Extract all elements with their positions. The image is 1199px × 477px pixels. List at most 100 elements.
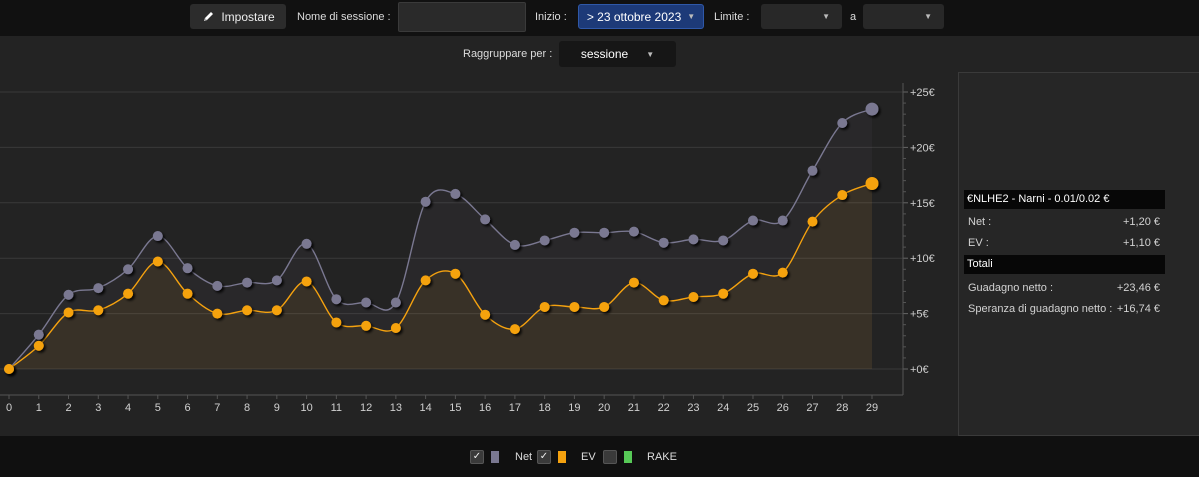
data-point-ev[interactable] — [777, 267, 788, 278]
data-point-net[interactable] — [212, 280, 223, 291]
data-point-net[interactable] — [123, 264, 134, 275]
data-point-net[interactable] — [301, 238, 312, 249]
x-tick-label: 23 — [687, 402, 699, 414]
data-point-net[interactable] — [33, 329, 44, 340]
series-area-net — [9, 109, 872, 369]
net-row: Net : +1,20 € — [968, 216, 1160, 228]
x-tick-label: 29 — [866, 402, 878, 414]
data-point-net[interactable] — [539, 235, 550, 246]
data-point-net[interactable] — [837, 118, 848, 129]
ev-row: EV : +1,10 € — [968, 237, 1160, 249]
x-tick-label: 5 — [155, 402, 161, 414]
data-point-net[interactable] — [865, 102, 879, 116]
limit-select[interactable]: ▼ — [761, 4, 842, 29]
data-point-ev[interactable] — [569, 301, 580, 312]
net-swatch — [491, 451, 499, 463]
start-date-button[interactable]: > 23 ottobre 2023 ▼ — [578, 4, 704, 29]
data-point-net[interactable] — [390, 297, 401, 308]
data-point-ev[interactable] — [63, 307, 74, 318]
data-point-ev[interactable] — [865, 177, 879, 191]
data-point-net[interactable] — [420, 196, 431, 207]
data-point-net[interactable] — [242, 277, 253, 288]
net-total-label: Guadagno netto : — [968, 282, 1054, 294]
x-tick-label: 7 — [214, 402, 220, 414]
data-point-ev[interactable] — [182, 288, 193, 299]
data-point-ev[interactable] — [420, 275, 431, 286]
data-point-ev[interactable] — [747, 268, 758, 279]
grouping-select[interactable]: sessione ▼ — [559, 41, 676, 67]
legend-label-net: Net — [515, 451, 533, 463]
data-point-net[interactable] — [450, 188, 461, 199]
ev-checkbox[interactable]: ✓ — [537, 450, 551, 464]
x-tick-label: 10 — [300, 402, 312, 414]
y-tick-label: +15€ — [910, 198, 935, 210]
ev-total-row: Speranza di guadagno netto : +16,74 € — [968, 303, 1160, 315]
totals-header: Totali — [964, 255, 1165, 274]
to-select[interactable]: ▼ — [863, 4, 944, 29]
data-point-ev[interactable] — [93, 305, 104, 316]
data-point-ev[interactable] — [509, 324, 520, 335]
data-point-net[interactable] — [63, 289, 74, 300]
data-point-net[interactable] — [569, 227, 580, 238]
data-point-ev[interactable] — [301, 276, 312, 287]
data-point-ev[interactable] — [718, 288, 729, 299]
data-point-net[interactable] — [271, 275, 282, 286]
data-point-net[interactable] — [628, 226, 639, 237]
session-name-input[interactable] — [398, 2, 526, 32]
data-point-ev[interactable] — [539, 301, 550, 312]
data-point-ev[interactable] — [361, 320, 372, 331]
x-tick-label: 12 — [360, 402, 372, 414]
data-point-ev[interactable] — [390, 323, 401, 334]
data-point-ev[interactable] — [331, 317, 342, 328]
net-checkbox[interactable]: ✓ — [470, 450, 484, 464]
data-point-net[interactable] — [658, 237, 669, 248]
data-point-net[interactable] — [480, 214, 491, 225]
data-point-net[interactable] — [599, 227, 610, 238]
data-point-net[interactable] — [331, 294, 342, 305]
data-point-net[interactable] — [747, 215, 758, 226]
x-tick-label: 14 — [419, 402, 431, 414]
x-tick-label: 28 — [836, 402, 848, 414]
data-point-net[interactable] — [509, 239, 520, 250]
data-point-net[interactable] — [718, 235, 729, 246]
x-tick-label: 20 — [598, 402, 610, 414]
data-point-ev[interactable] — [4, 364, 14, 374]
chevron-down-icon: ▼ — [646, 49, 655, 59]
legend-item-net[interactable]: ✓ Net — [470, 450, 532, 464]
data-point-ev[interactable] — [271, 305, 282, 316]
x-tick-label: 3 — [95, 402, 101, 414]
data-point-ev[interactable] — [212, 308, 223, 319]
data-point-net[interactable] — [777, 215, 788, 226]
data-point-ev[interactable] — [658, 295, 669, 306]
x-tick-label: 21 — [628, 402, 640, 414]
data-point-ev[interactable] — [33, 340, 44, 351]
x-tick-label: 9 — [274, 402, 280, 414]
chevron-down-icon: ▼ — [687, 12, 696, 21]
legend-item-rake[interactable]: RAKE — [603, 450, 677, 464]
start-label: Inizio : — [535, 11, 567, 23]
data-point-net[interactable] — [361, 297, 372, 308]
x-tick-label: 17 — [509, 402, 521, 414]
x-tick-label: 26 — [777, 402, 789, 414]
data-point-ev[interactable] — [242, 305, 253, 316]
y-tick-label: +0€ — [910, 364, 929, 376]
data-point-net[interactable] — [688, 234, 699, 245]
pencil-icon — [204, 11, 214, 21]
data-point-ev[interactable] — [152, 256, 163, 267]
data-point-ev[interactable] — [599, 301, 610, 312]
set-button[interactable]: Impostare — [190, 4, 286, 29]
data-point-ev[interactable] — [688, 291, 699, 302]
data-point-ev[interactable] — [807, 216, 818, 227]
data-point-net[interactable] — [93, 283, 104, 294]
data-point-ev[interactable] — [628, 277, 639, 288]
data-point-ev[interactable] — [450, 268, 461, 279]
data-point-ev[interactable] — [123, 288, 134, 299]
legend-item-ev[interactable]: ✓ EV — [537, 450, 596, 464]
rake-checkbox[interactable] — [603, 450, 617, 464]
data-point-net[interactable] — [807, 165, 818, 176]
data-point-net[interactable] — [182, 263, 193, 274]
data-point-ev[interactable] — [837, 190, 848, 201]
data-point-ev[interactable] — [480, 309, 491, 320]
data-point-net[interactable] — [152, 231, 163, 242]
x-tick-label: 1 — [36, 402, 42, 414]
